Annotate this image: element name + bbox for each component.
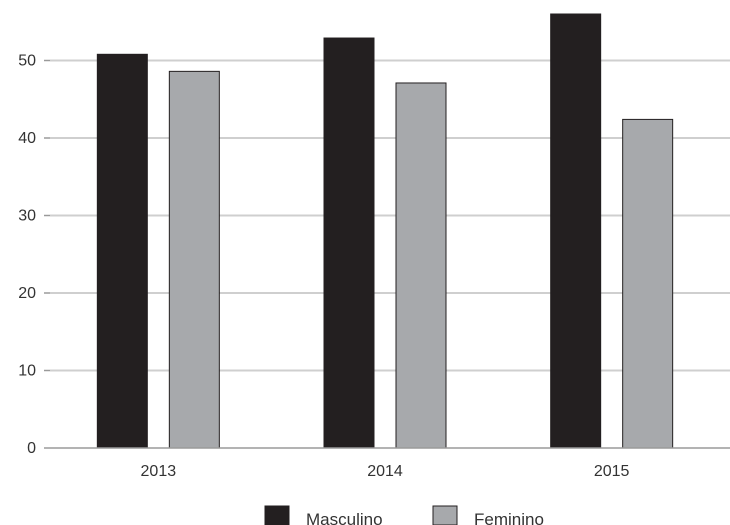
legend-swatch-masculino	[264, 505, 290, 525]
bar-masculino-2014	[323, 37, 375, 449]
legend-label-feminino: Feminino	[474, 510, 544, 525]
bar-masculino-2013	[96, 53, 148, 449]
legend: Masculino Feminino	[264, 505, 544, 525]
x-axis: 2013 2014 2015	[141, 463, 630, 480]
gridlines	[50, 59, 730, 372]
y-axis: 0 10 20 30 40 50	[18, 53, 50, 457]
bar-masculino-2015	[550, 13, 602, 449]
bar-feminino-2013	[168, 70, 220, 449]
y-tick-label: 30	[18, 208, 36, 225]
bars	[96, 13, 674, 449]
legend-swatch-feminino	[432, 505, 458, 525]
y-tick-label: 10	[18, 363, 36, 380]
bar-feminino-2015	[622, 118, 674, 449]
y-tick-label: 0	[27, 440, 36, 457]
y-tick-label: 50	[18, 53, 36, 70]
legend-label-masculino: Masculino	[306, 510, 383, 525]
x-tick-label-2014: 2014	[367, 463, 403, 480]
y-tick-label: 40	[18, 130, 36, 147]
bar-feminino-2014	[395, 82, 447, 449]
x-tick-label-2015: 2015	[594, 463, 630, 480]
y-tick-label: 20	[18, 285, 36, 302]
x-tick-label-2013: 2013	[141, 463, 177, 480]
